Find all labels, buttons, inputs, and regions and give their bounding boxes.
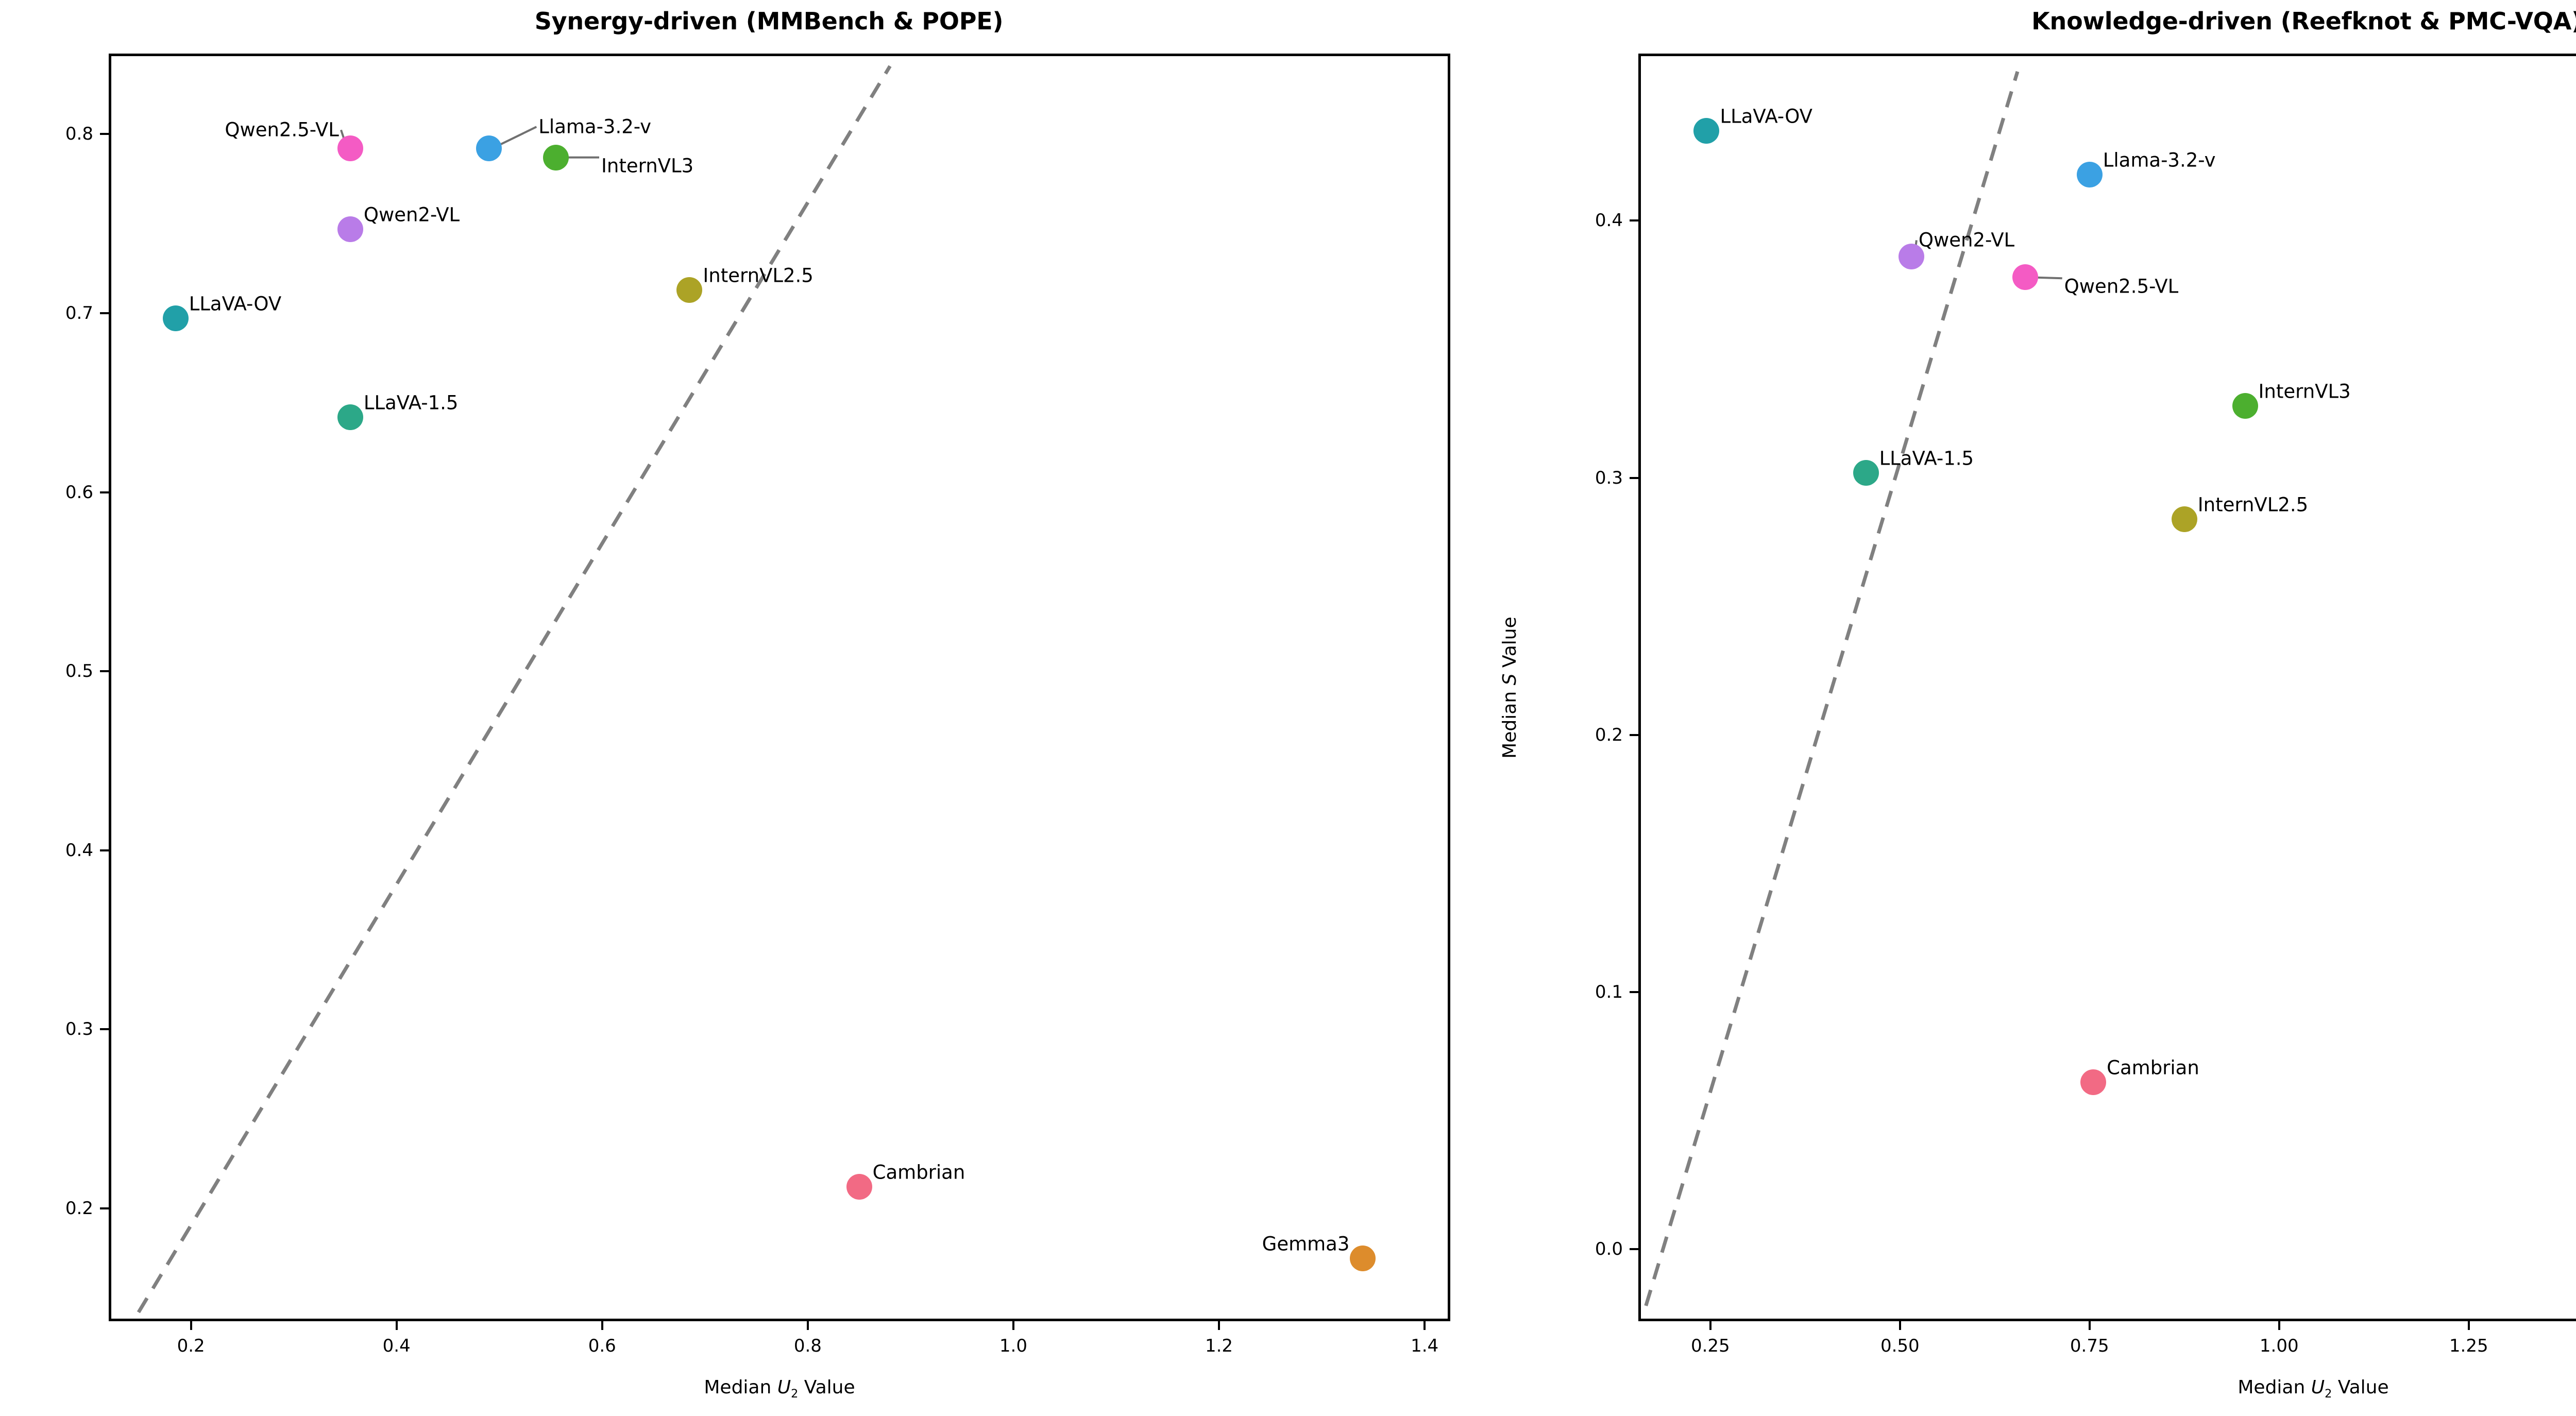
y-tick-label: 0.4 <box>65 840 93 861</box>
y-tick-mark <box>1630 733 1638 736</box>
x-axis-label-right: Median U2 Value <box>2238 1377 2389 1401</box>
y-tick-mark <box>100 849 109 851</box>
y-tick-mark <box>1630 1248 1638 1251</box>
point-label-internvl3: InternVL3 <box>2258 380 2351 403</box>
x-tick-mark <box>190 1321 192 1330</box>
x-axis-label-left: Median U2 Value <box>704 1377 855 1401</box>
point-label-llava-ov: LLaVA-OV <box>189 293 282 315</box>
y-tick-mark <box>1630 219 1638 222</box>
y-tick-label: 0.4 <box>1595 210 1623 231</box>
x-tick-label: 1.4 <box>1411 1336 1439 1356</box>
y-tick-mark <box>100 670 109 673</box>
point-label-qwen2-5-vl: Qwen2.5-VL <box>225 118 339 141</box>
y-tick-label: 0.8 <box>65 124 93 145</box>
scatter-point-qwen2-vl[interactable] <box>1898 244 1924 270</box>
scatter-point-internvl2-5[interactable] <box>2171 506 2197 532</box>
point-label-cambrian: Cambrian <box>872 1161 965 1184</box>
x-tick-label: 1.2 <box>1205 1336 1233 1356</box>
y-tick-label: 0.0 <box>1595 1239 1623 1260</box>
y-tick-label: 0.1 <box>1595 982 1623 1003</box>
y-tick-mark <box>100 491 109 493</box>
point-label-llava-ov: LLaVA-OV <box>1720 105 1812 128</box>
x-tick-label: 0.8 <box>793 1336 822 1356</box>
y-tick-label: 0.3 <box>1595 467 1623 488</box>
point-label-llava-1-5: LLaVA-1.5 <box>1879 447 1974 470</box>
x-tick-label: 0.2 <box>177 1336 205 1356</box>
x-tick-mark <box>1012 1321 1014 1330</box>
x-tick-label: 0.50 <box>1880 1336 1920 1356</box>
scatter-point-internvl3[interactable] <box>543 144 569 170</box>
y-tick-mark <box>100 1207 109 1209</box>
scatter-point-qwen2-vl[interactable] <box>337 216 363 242</box>
x-tick-label: 1.00 <box>2259 1336 2299 1356</box>
x-tick-label: 0.75 <box>2070 1336 2109 1356</box>
scatter-point-cambrian[interactable] <box>846 1174 872 1200</box>
y-tick-label: 0.2 <box>65 1198 93 1219</box>
scatter-point-internvl2-5[interactable] <box>676 277 703 303</box>
y-tick-label: 0.7 <box>65 303 93 324</box>
point-label-internvl3: InternVL3 <box>601 155 694 177</box>
chart-title-left: Synergy-driven (MMBench & POPE) <box>534 7 1004 35</box>
point-label-cambrian: Cambrian <box>2107 1056 2199 1079</box>
point-label-internvl2-5: InternVL2.5 <box>2197 493 2309 516</box>
x-tick-mark <box>2467 1321 2470 1330</box>
scatter-point-llama-3-2-v[interactable] <box>2076 161 2103 187</box>
x-tick-mark <box>1423 1321 1426 1330</box>
point-label-qwen2-vl: Qwen2-VL <box>1918 229 2015 251</box>
point-label-qwen2-5-vl: Qwen2.5-VL <box>2064 275 2179 298</box>
x-tick-mark <box>1709 1321 1711 1330</box>
scatter-point-cambrian[interactable] <box>2080 1069 2107 1095</box>
scatter-point-llama-3-2-v[interactable] <box>476 135 502 162</box>
y-tick-label: 0.5 <box>65 661 93 682</box>
point-label-qwen2-vl: Qwen2-VL <box>363 203 460 226</box>
y-tick-mark <box>1630 476 1638 479</box>
scatter-point-gemma3[interactable] <box>1350 1246 1376 1272</box>
y-tick-mark <box>100 1028 109 1031</box>
x-tick-mark <box>1218 1321 1221 1330</box>
x-tick-mark <box>806 1321 809 1330</box>
x-tick-label: 0.4 <box>382 1336 411 1356</box>
chart-title-right: Knowledge-driven (Reefknot & PMC-VQA) <box>2031 7 2576 35</box>
plot-area-right <box>1638 54 2576 1321</box>
x-tick-label: 1.25 <box>2449 1336 2488 1356</box>
y-tick-mark <box>100 133 109 135</box>
point-label-gemma3: Gemma3 <box>1262 1233 1350 1255</box>
panel-knowledge-driven: Knowledge-driven (Reefknot & PMC-VQA) 0.… <box>1499 0 2576 1416</box>
x-tick-mark <box>2088 1321 2091 1330</box>
x-tick-label: 0.25 <box>1690 1336 1730 1356</box>
plot-area-left <box>109 54 1450 1321</box>
x-tick-mark <box>395 1321 398 1330</box>
scatter-point-internvl3[interactable] <box>2232 393 2258 419</box>
x-tick-label: 0.6 <box>588 1336 616 1356</box>
panel-synergy-driven: Synergy-driven (MMBench & POPE) 0.2 0.3 0.… <box>65 7 1450 1401</box>
y-tick-mark <box>1630 991 1638 994</box>
y-tick-label: 0.3 <box>65 1019 93 1040</box>
x-tick-mark <box>2278 1321 2280 1330</box>
x-tick-label: 1.0 <box>999 1336 1027 1356</box>
point-label-llava-1-5: LLaVA-1.5 <box>363 391 459 414</box>
y-tick-label: 0.2 <box>1595 724 1623 745</box>
scatter-point-llava-1-5[interactable] <box>1853 459 1879 486</box>
point-label-llama-3-2-v: Llama-3.2-v <box>538 115 652 138</box>
point-label-internvl2-5: InternVL2.5 <box>703 264 814 287</box>
point-label-llama-3-2-v: Llama-3.2-v <box>2103 149 2216 172</box>
scatter-point-llava-ov[interactable] <box>1693 117 1720 144</box>
scatter-point-llava-ov[interactable] <box>162 305 189 332</box>
scatter-point-llava-1-5[interactable] <box>337 404 363 430</box>
y-axis-label-right: Median S Value <box>1499 616 1520 759</box>
y-tick-label: 0.6 <box>65 482 93 503</box>
x-tick-mark <box>1899 1321 1901 1330</box>
x-tick-mark <box>601 1321 603 1330</box>
y-tick-mark <box>100 312 109 315</box>
scatter-point-qwen2-5-vl[interactable] <box>337 135 363 162</box>
scatter-point-qwen2-5-vl[interactable] <box>2012 264 2038 291</box>
